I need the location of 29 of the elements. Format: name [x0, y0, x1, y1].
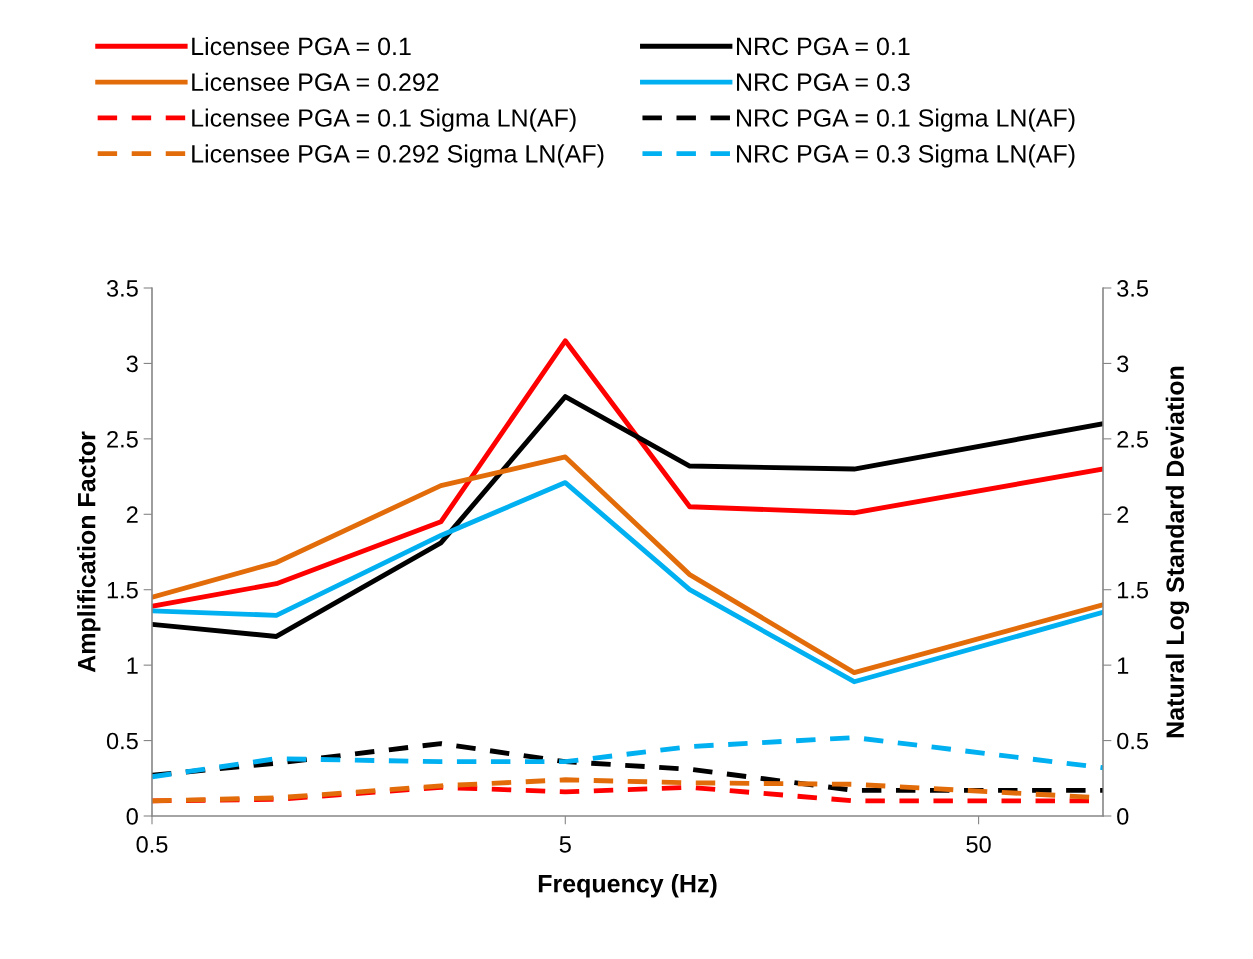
legend-label: NRC PGA = 0.3: [737, 73, 910, 92]
y2-tick-label: 2: [1117, 506, 1129, 523]
y-tick-label: 3.5: [106, 280, 138, 297]
y2-axis-title: Natural Log Standard Deviation: [1165, 366, 1190, 738]
y-tick-label: 0.5: [106, 732, 138, 750]
y-tick-label: 3: [126, 355, 138, 373]
y2-tick-label: 0: [1117, 808, 1129, 825]
y-tick-label: 2.5: [107, 430, 138, 448]
y2-tick-label: 2.5: [1117, 430, 1149, 448]
y2-tick-label: 1.5: [1117, 582, 1149, 599]
y-tick-label: 2: [126, 506, 138, 523]
y-axis-title: Amplification Factor: [77, 431, 101, 673]
legend-label: Licensee PGA = 0.292: [192, 72, 439, 92]
x-axis-title: Frequency (Hz): [538, 874, 717, 898]
x-tick-label: 50: [966, 836, 991, 853]
y2-tick-label: 3: [1117, 355, 1129, 373]
legend-label: Licensee PGA = 0.1 Sigma LN(AF): [192, 108, 576, 132]
y2-tick-label: 0.5: [1117, 732, 1149, 750]
legend-label: NRC PGA = 0.1 Sigma LN(AF): [737, 108, 1075, 132]
legend-label: NRC PGA = 0.1: [737, 37, 910, 56]
y2-tick-label: 1: [1117, 657, 1129, 674]
x-tick-label: 5: [559, 836, 571, 853]
y2-tick-label: 3.5: [1117, 280, 1149, 297]
y-tick-label: 1.5: [107, 582, 138, 599]
legend-label: Licensee PGA = 0.1: [192, 36, 411, 56]
y-tick-label: 1: [127, 657, 138, 674]
legend-label: Licensee PGA = 0.292 Sigma LN(AF): [192, 144, 604, 168]
y-tick-label: 0: [126, 808, 138, 825]
legend-label: NRC PGA = 0.3 Sigma LN(AF): [737, 144, 1075, 168]
